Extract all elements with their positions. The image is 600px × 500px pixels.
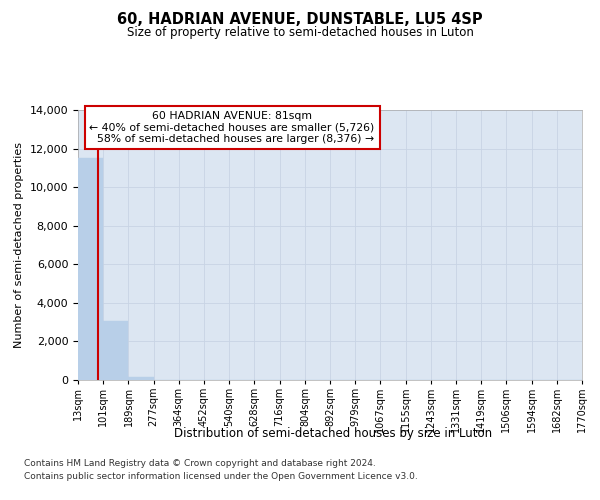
Text: Distribution of semi-detached houses by size in Luton: Distribution of semi-detached houses by …	[174, 428, 492, 440]
Text: Size of property relative to semi-detached houses in Luton: Size of property relative to semi-detach…	[127, 26, 473, 39]
Bar	[78, 158, 103, 380]
Text: Contains public sector information licensed under the Open Government Licence v3: Contains public sector information licen…	[24, 472, 418, 481]
Text: Contains HM Land Registry data © Crown copyright and database right 2024.: Contains HM Land Registry data © Crown c…	[24, 459, 376, 468]
Bar	[128, 377, 154, 380]
Y-axis label: Number of semi-detached properties: Number of semi-detached properties	[14, 142, 24, 348]
Text: 60 HADRIAN AVENUE: 81sqm
← 40% of semi-detached houses are smaller (5,726)
  58%: 60 HADRIAN AVENUE: 81sqm ← 40% of semi-d…	[89, 111, 374, 144]
Bar	[103, 321, 128, 380]
Text: 60, HADRIAN AVENUE, DUNSTABLE, LU5 4SP: 60, HADRIAN AVENUE, DUNSTABLE, LU5 4SP	[117, 12, 483, 28]
